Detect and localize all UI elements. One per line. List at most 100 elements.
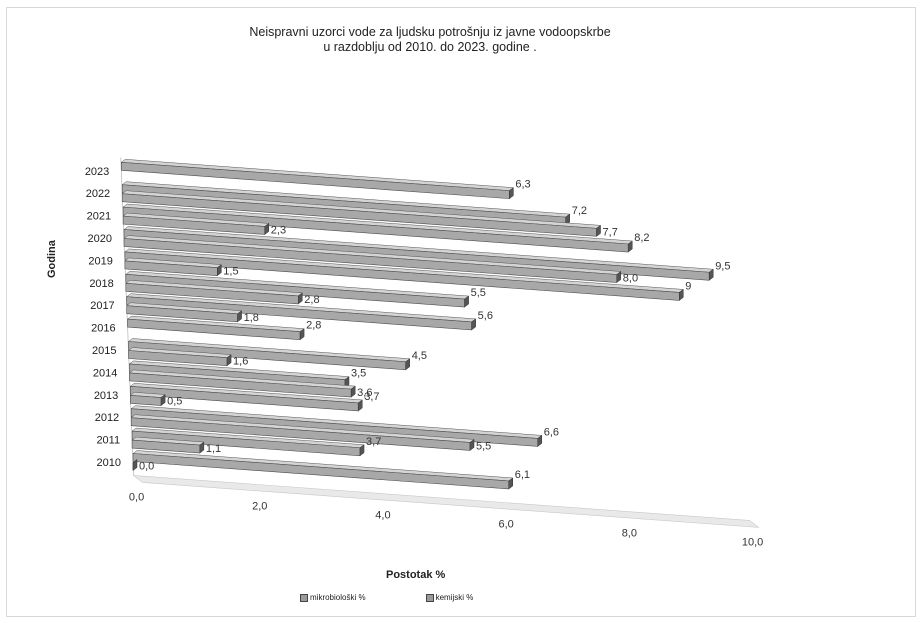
bar-chemical-2022 <box>121 190 602 237</box>
bar-chemical-2019-end <box>217 264 222 277</box>
legend-label-chemical: kemijski % <box>435 593 474 602</box>
bar-microbiological-2012-end <box>537 434 543 447</box>
bar-microbiological-2012-label: 6,6 <box>544 426 559 438</box>
bar-chemical-2018-end <box>298 292 303 305</box>
chart-title-line-1: Neispravni uzorci vode za ljudsku potroš… <box>249 25 611 39</box>
bar-chemical-2017 <box>126 302 243 323</box>
bar-microbiological-2016-end <box>299 328 305 341</box>
bar-microbiological-2011-label: 3,7 <box>366 436 381 448</box>
bar-microbiological-2021 <box>122 203 633 253</box>
x-tick-3: 6,0 <box>498 518 513 530</box>
bar-microbiological-2019 <box>124 248 684 301</box>
bar-microbiological-2010 <box>132 450 514 490</box>
bar-chemical-2020-label: 8,0 <box>623 273 638 285</box>
bar-microbiological-2021-label: 8,2 <box>634 232 649 244</box>
bar-chemical-2021-end <box>264 222 270 235</box>
legend-label-microbiological: mikrobiološki % <box>310 593 366 602</box>
bar-microbiological-2022-end <box>565 213 570 226</box>
bar-microbiological-2010-end <box>508 477 514 490</box>
bar-chemical-2010 <box>132 459 138 471</box>
bar-microbiological-2015-label: 4,5 <box>412 350 427 362</box>
chart-floor <box>132 475 760 528</box>
x-tick-2: 4,0 <box>375 509 390 521</box>
x-tick-5: 10,0 <box>742 536 763 548</box>
legend-swatch-microbiological <box>300 593 308 602</box>
bar-chemical-2011-label: 1,1 <box>206 443 221 455</box>
bar-chemical-2022-end <box>596 224 601 237</box>
bar-microbiological-2013-label: 3,7 <box>364 391 379 403</box>
chart-frame <box>6 7 916 617</box>
legend-swatch-chemical <box>425 593 434 602</box>
x-tick-1: 2,0 <box>252 500 267 512</box>
bar-microbiological-2015 <box>127 338 411 371</box>
chart-title-line-2: u razdoblju od 2010. do 2023. godine . <box>323 40 537 54</box>
bar-microbiological-2018-label: 5,5 <box>471 287 486 299</box>
bar-microbiological-2020-end <box>708 268 714 281</box>
bar-microbiological-2019-label: 9 <box>685 280 691 292</box>
bar-microbiological-2023-end <box>509 187 514 200</box>
bar-microbiological-2011-end <box>359 444 365 457</box>
bar-chemical-2018-label: 2,8 <box>304 294 319 306</box>
bar-chemical-2014-label: 3,6 <box>357 387 372 399</box>
bar-chemical-2011-end <box>199 441 205 454</box>
y-tick-2015: 2015 <box>92 345 116 357</box>
y-tick-2021: 2021 <box>87 211 111 223</box>
y-tick-2023: 2023 <box>85 166 109 178</box>
bar-chemical-2021 <box>122 212 270 235</box>
x-tick-0: 0,0 <box>129 491 144 503</box>
bar-microbiological-2023-label: 6,3 <box>515 179 530 191</box>
bar-chemical-2012 <box>130 414 475 451</box>
x-tick-4: 8,0 <box>622 527 637 539</box>
bar-microbiological-2018-end <box>464 295 469 308</box>
bar-chemical-2015-label: 1,6 <box>233 356 248 368</box>
bar-microbiological-2017-end <box>471 318 476 331</box>
y-tick-2016: 2016 <box>91 323 115 335</box>
y-tick-2011: 2011 <box>96 435 120 447</box>
y-tick-2018: 2018 <box>89 278 113 290</box>
y-axis-label: Godina <box>46 240 58 278</box>
bar-microbiological-2017-label: 5,6 <box>478 310 493 322</box>
legend-entry-microbiological: mikrobiološki % <box>300 593 366 602</box>
bar-chemical-2020-end <box>616 271 622 283</box>
bar-microbiological-2014-end <box>344 376 350 389</box>
bar-microbiological-2015-end <box>405 358 410 371</box>
bar-chemical-2021-label: 2,3 <box>271 224 286 236</box>
legend-entry-chemical: kemijski % <box>425 593 474 602</box>
legend: mikrobiološki % kemijski % <box>300 593 473 602</box>
y-tick-2019: 2019 <box>88 255 112 267</box>
bar-microbiological-2018 <box>125 271 470 308</box>
bar-chemical-2012-end <box>469 438 475 451</box>
bar-chemical-2018 <box>125 280 303 305</box>
bar-microbiological-2010-label: 6,1 <box>515 469 530 481</box>
bar-chemical-2015 <box>127 347 232 367</box>
bar-microbiological-2013 <box>129 383 363 412</box>
bar-microbiological-2011 <box>131 427 365 457</box>
y-tick-2012: 2012 <box>95 412 119 424</box>
bar-chemical-2022-label: 7,7 <box>603 226 618 238</box>
bar-microbiological-2014-label: 3,5 <box>351 368 366 380</box>
bar-chemical-2020 <box>123 235 622 283</box>
bar-chemical-2017-end <box>237 310 242 323</box>
bar-microbiological-2023 <box>120 159 515 200</box>
bar-chemical-2019 <box>124 257 222 277</box>
bar-chemical-2013 <box>129 392 166 407</box>
bar-chemical-2011 <box>131 436 205 454</box>
bar-chemical-2015-end <box>226 354 232 367</box>
bar-chemical-2014 <box>128 369 356 398</box>
bar-chemical-2012-label: 5,5 <box>476 440 491 452</box>
y-tick-2013: 2013 <box>94 390 118 402</box>
bar-microbiological-2019-end <box>679 288 684 301</box>
bar-microbiological-2021-end <box>627 240 633 253</box>
bar-microbiological-2022-label: 7,2 <box>572 205 587 217</box>
y-tick-2022: 2022 <box>86 188 110 200</box>
bar-microbiological-2017 <box>126 293 477 331</box>
bar-microbiological-2013-end <box>357 399 363 412</box>
bar-chemical-2014-end <box>350 385 356 398</box>
bar-microbiological-2016-label: 2,8 <box>306 320 321 332</box>
y-tick-2017: 2017 <box>90 300 114 312</box>
chart-title: Neispravni uzorci vode za ljudsku potroš… <box>190 25 670 55</box>
bar-chemical-2013-label: 0,5 <box>167 396 182 408</box>
bar-chemical-2010-label: 0,0 <box>139 461 154 473</box>
bar-microbiological-2020-label: 9,5 <box>715 260 730 272</box>
